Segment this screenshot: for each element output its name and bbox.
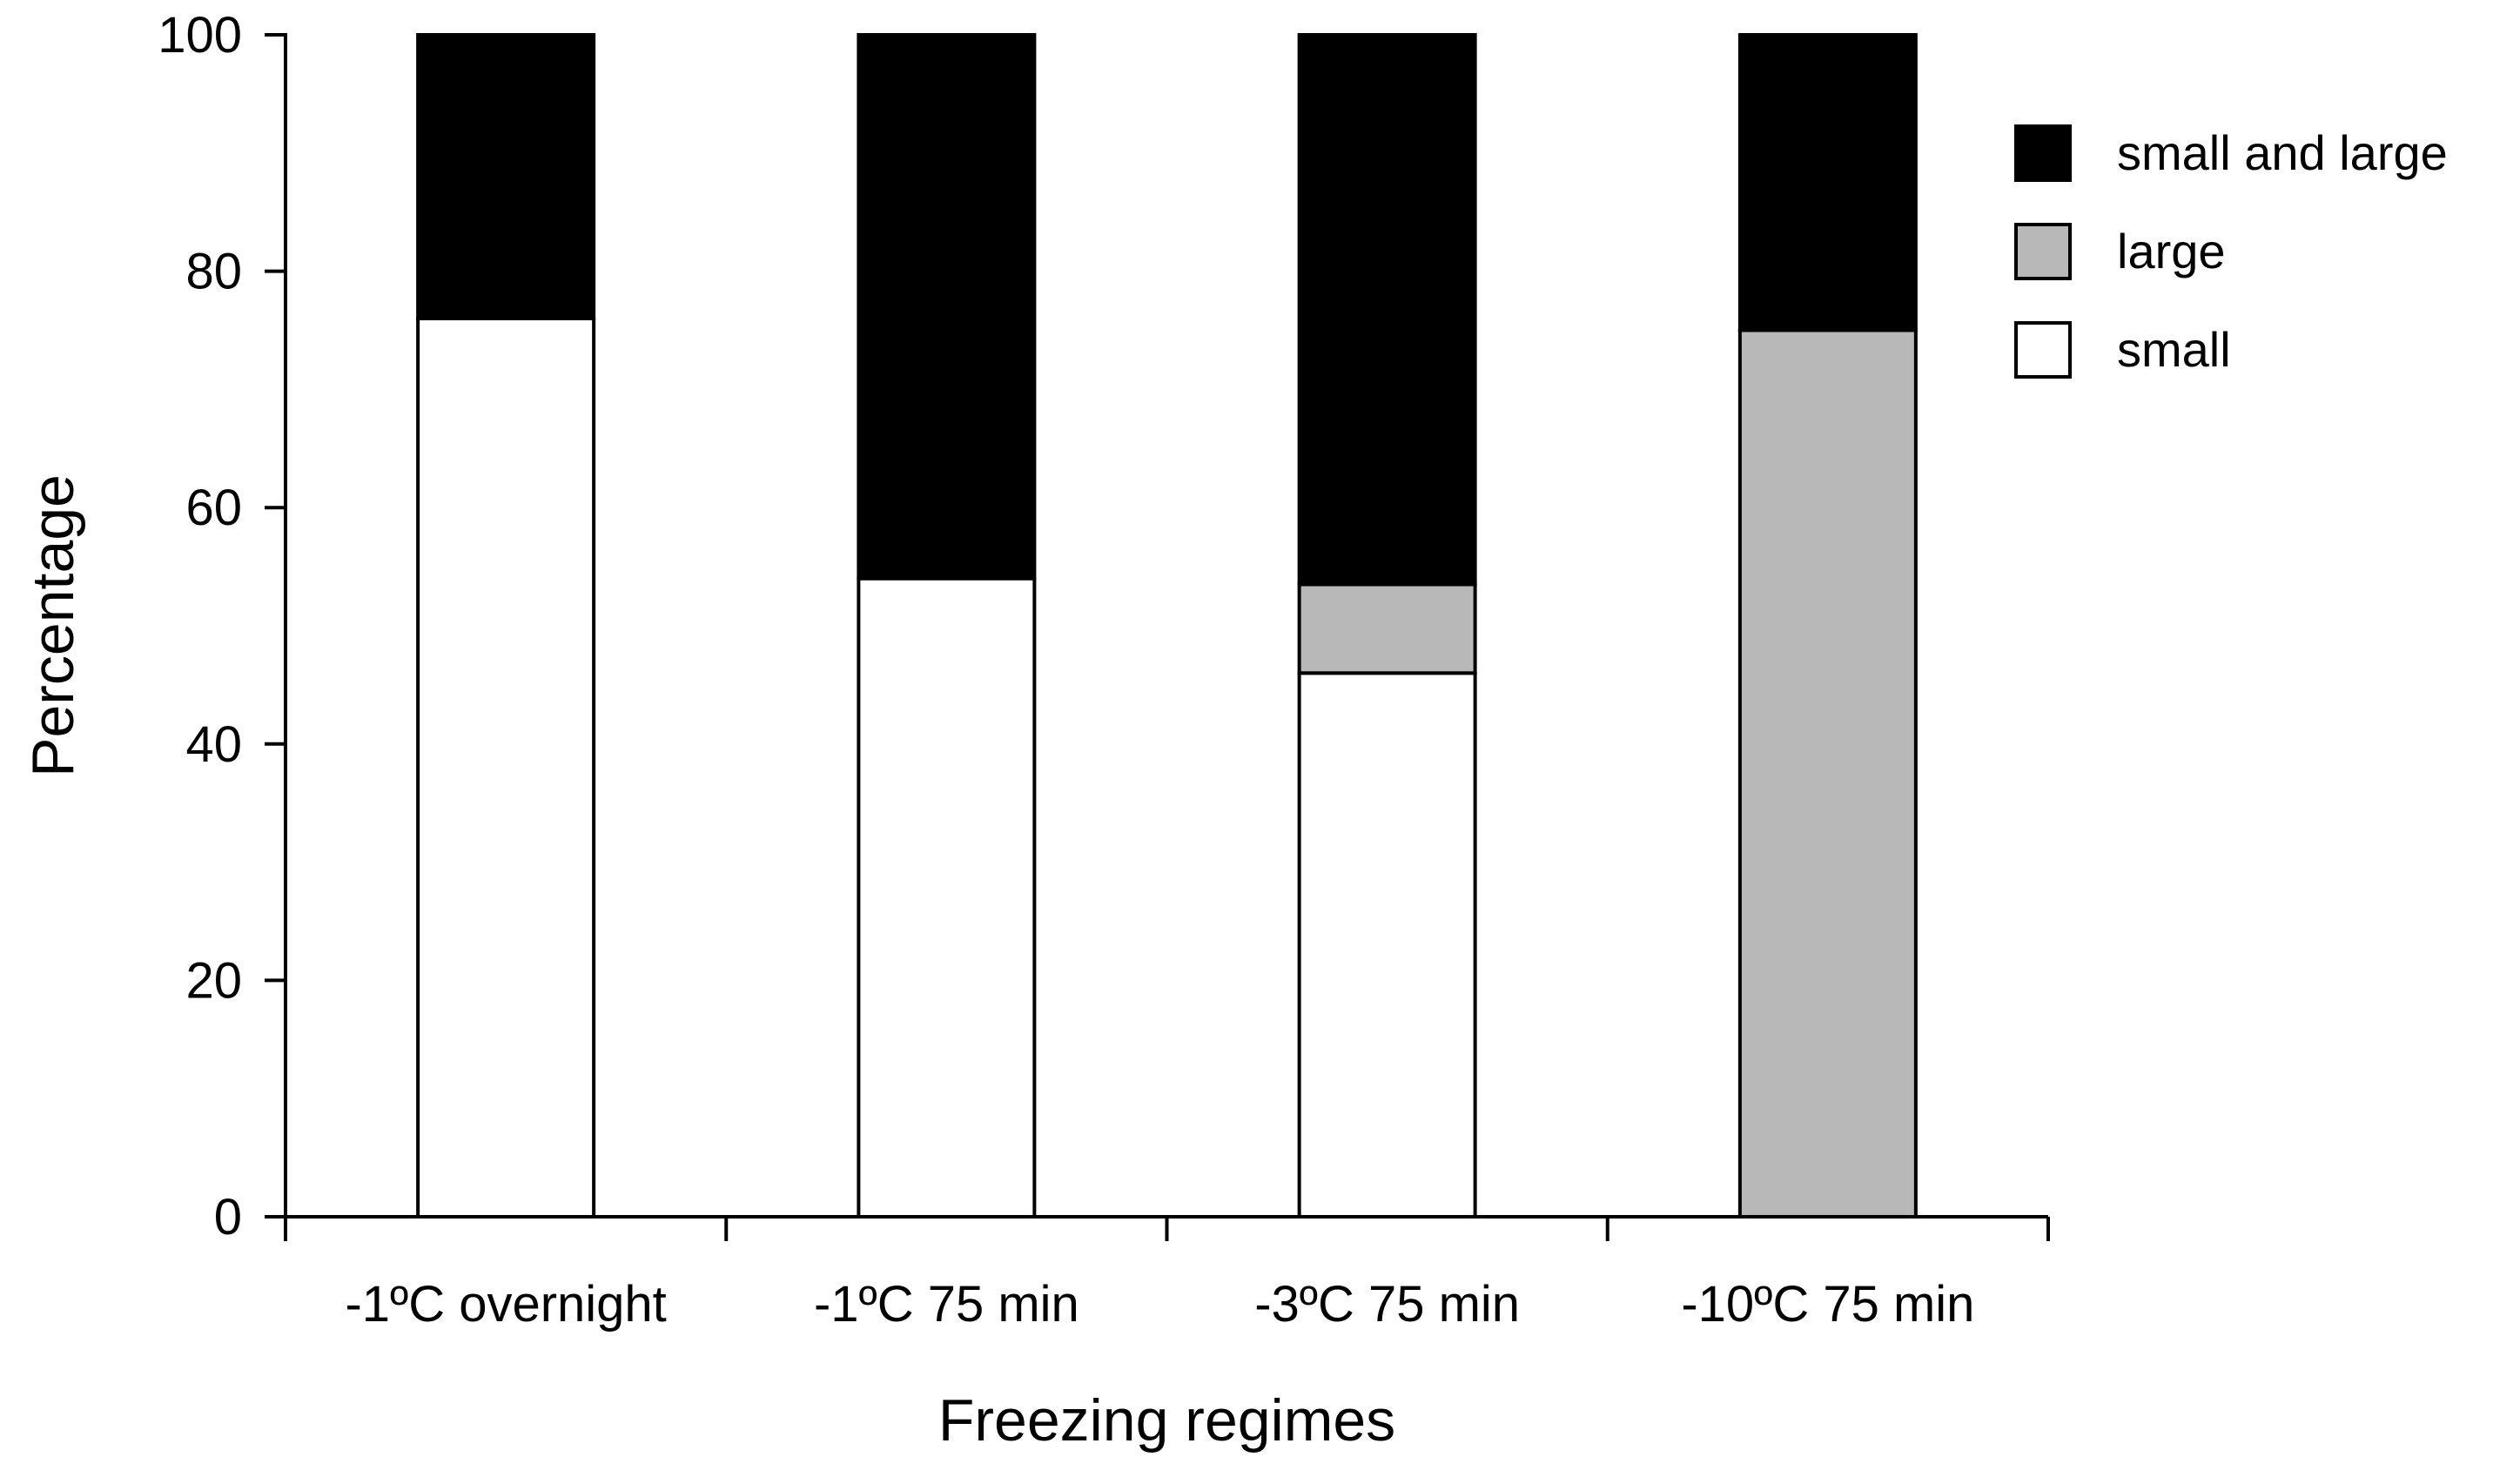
bar-3degc-75-min-small-and-large bbox=[1297, 33, 1477, 587]
x-tick-label-3degc-75-min: -3ºC 75 min bbox=[1254, 1276, 1520, 1333]
bar-3degc-75-min-small bbox=[1297, 671, 1477, 1219]
y-tick-label-20: 20 bbox=[185, 952, 242, 1009]
y-ticks-group: 0 20 40 60 80 100 bbox=[158, 7, 286, 1245]
legend-label-small-and-large: small and large bbox=[2117, 125, 2448, 180]
legend-label-large: large bbox=[2117, 224, 2226, 279]
legend-swatch-small-and-large bbox=[2014, 124, 2072, 182]
bar-1degc-75-min-small bbox=[857, 576, 1037, 1219]
legend: small and large large small bbox=[2014, 124, 2448, 379]
x-tick-label-1degc-overnight: -1ºC overnight bbox=[345, 1276, 666, 1333]
bar-10degc-75-min-large bbox=[1737, 328, 1918, 1219]
y-tick-label-100: 100 bbox=[158, 7, 242, 64]
bar-10degc-75-min-small-and-large bbox=[1737, 33, 1918, 332]
legend-label-small: small bbox=[2117, 322, 2231, 377]
bar-1degc-overnight-small bbox=[416, 316, 596, 1219]
y-tick-label-0: 0 bbox=[214, 1189, 242, 1245]
bar-3degc-75-min-large bbox=[1297, 582, 1477, 675]
x-tick-label-10degc-75-min: -10ºC 75 min bbox=[1681, 1276, 1974, 1333]
legend-swatch-small bbox=[2014, 321, 2072, 379]
x-tick-label-1degc-75-min: -1ºC 75 min bbox=[814, 1276, 1079, 1333]
x-ticks-group: -1ºC overnight -1ºC 75 min -3ºC 75 min -10º… bbox=[284, 1217, 2050, 1333]
y-tick-label-80: 80 bbox=[185, 244, 242, 300]
bar-1degc-overnight-small-and-large bbox=[416, 33, 596, 320]
bars-group bbox=[416, 33, 1918, 1219]
y-tick-label-40: 40 bbox=[185, 716, 242, 773]
y-axis-title: Percentage bbox=[20, 474, 86, 777]
x-axis-title: Freezing regimes bbox=[938, 1387, 1395, 1454]
bar-1degc-75-min-small-and-large bbox=[857, 33, 1037, 581]
legend-swatch-large bbox=[2014, 223, 2072, 280]
y-tick-label-60: 60 bbox=[185, 480, 242, 536]
